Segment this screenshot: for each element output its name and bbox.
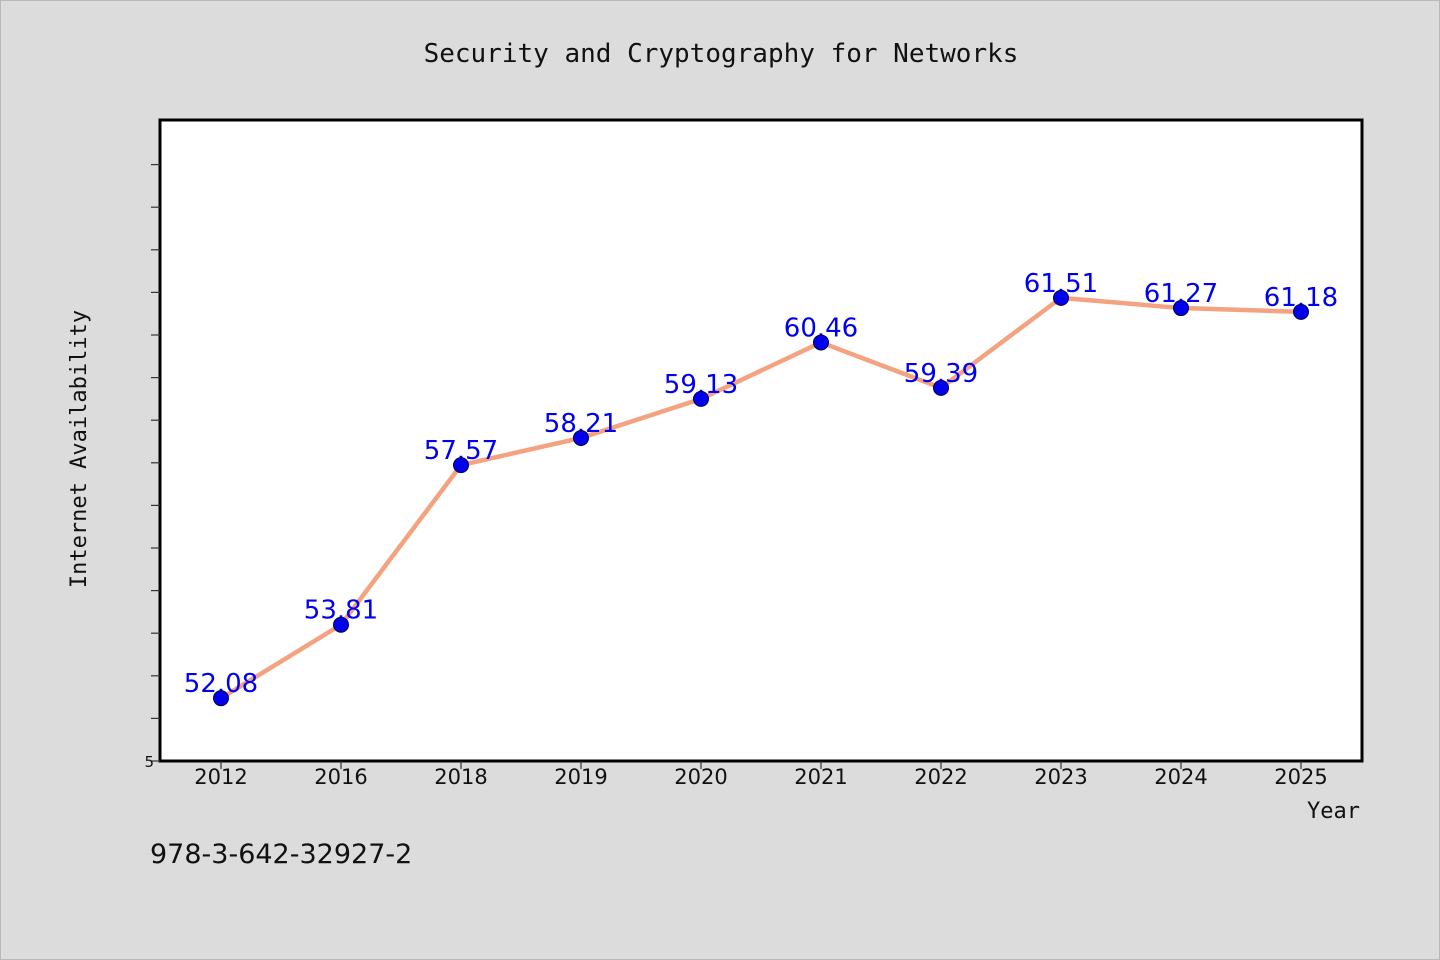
data-point [813, 334, 829, 351]
data-point [1173, 300, 1189, 317]
isbn-text: 978-3-642-32927-2 [150, 839, 412, 870]
x-axis-ticks: 2012 2016 2018 2019 2020 2021 2022 2023 2024 2025 [194, 761, 1328, 789]
x-tick-label: 2023 [1034, 765, 1087, 789]
x-tick-label: 2021 [794, 765, 847, 789]
data-point [573, 429, 589, 446]
series-line [219, 295, 1302, 701]
x-axis-label: Year [1307, 799, 1360, 824]
x-tick-label: 2022 [914, 765, 967, 789]
chart-title: Security and Cryptography for Networks [424, 39, 1019, 69]
y-axis-ticks [151, 164, 160, 762]
x-tick-label: 2020 [674, 765, 727, 789]
y-tick-label: 5 [144, 753, 154, 771]
data-point [453, 457, 469, 474]
series-layer: 52.0853.8157.5758.2159.1360.4659.3961.51… [184, 269, 1338, 707]
y-axis-label: Internet Availability [67, 310, 92, 588]
x-tick-label: 2024 [1154, 765, 1207, 789]
x-tick-label: 2025 [1274, 765, 1327, 789]
data-point [213, 690, 229, 707]
x-tick-label: 2018 [434, 765, 487, 789]
data-point [933, 379, 949, 396]
x-tick-label: 2012 [194, 765, 247, 789]
x-tick-label: 2016 [314, 765, 367, 789]
data-point [1293, 303, 1309, 320]
data-point [693, 390, 709, 407]
x-tick-label: 2019 [554, 765, 607, 789]
plot-area [158, 118, 1364, 763]
data-point [333, 616, 349, 633]
data-point [1053, 289, 1069, 306]
